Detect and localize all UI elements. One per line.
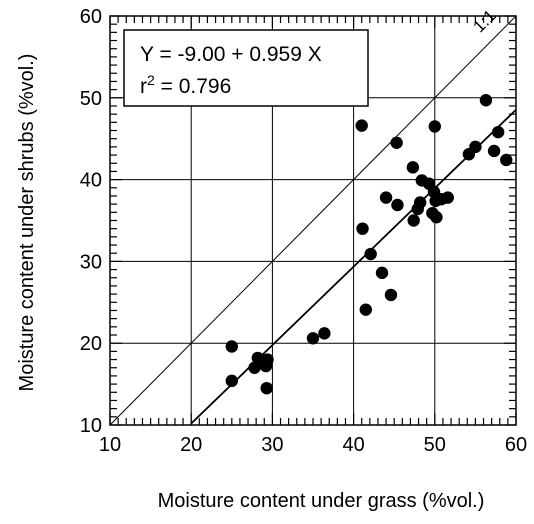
data-point (375, 266, 389, 280)
data-point (356, 222, 369, 235)
data-point (355, 119, 368, 132)
reference-lines (109, 15, 517, 426)
r-squared-exponent: 2 (147, 72, 155, 88)
plot-frame (109, 15, 517, 426)
data-point (428, 120, 441, 133)
data-point (469, 140, 482, 154)
x-tick-label: 20 (180, 434, 202, 456)
data-point (384, 288, 398, 302)
data-point (306, 332, 320, 345)
x-tick-label: 40 (342, 434, 364, 456)
data-point (441, 191, 454, 204)
y-tick-labels: 10 20 30 40 50 60 (80, 6, 102, 437)
y-tick-label: 10 (80, 415, 102, 437)
data-point (390, 136, 403, 149)
data-point (364, 247, 377, 261)
data-point (318, 327, 331, 340)
y-tick-label: 50 (80, 88, 102, 110)
y-tick-label: 40 (80, 170, 102, 192)
y-tick-label: 30 (80, 251, 102, 273)
data-points (225, 94, 513, 395)
regression-line (190, 109, 517, 425)
data-point (406, 161, 420, 174)
data-point (491, 125, 505, 139)
data-point (261, 353, 274, 366)
r-squared-symbol: r (140, 75, 147, 98)
data-point (379, 191, 393, 204)
y-tick-label: 20 (80, 333, 102, 355)
regression-equation: Y = -9.00 + 0.959 X (140, 43, 322, 66)
data-point (413, 196, 427, 209)
data-point (407, 214, 420, 227)
data-point (260, 381, 273, 395)
r-squared-value: r2 = 0.796 (140, 72, 231, 98)
data-point (391, 198, 404, 212)
y-tick-label: 60 (80, 6, 102, 28)
x-tick-labels: 10 20 30 40 50 60 (99, 434, 527, 456)
x-tick-label: 50 (424, 434, 446, 456)
identity-line (109, 15, 517, 426)
data-point (430, 211, 443, 224)
data-point (248, 361, 261, 374)
x-tick-label: 10 (99, 434, 121, 456)
equation-box (123, 29, 369, 107)
y-axis-label: Moisture content under shrubs (%vol.) (16, 54, 38, 392)
data-point (225, 374, 238, 388)
x-tick-label: 60 (505, 434, 527, 456)
data-point (487, 144, 501, 158)
x-axis-label: Moisture content under grass (%vol.) (158, 490, 485, 512)
data-point (479, 94, 493, 107)
identity-line-label: 1:1 (469, 6, 499, 36)
data-point (225, 340, 238, 353)
data-point (359, 303, 372, 316)
r-squared-number: = 0.796 (155, 75, 231, 98)
axis-ticks (109, 15, 517, 426)
x-tick-label: 30 (261, 434, 283, 456)
data-point (500, 153, 513, 167)
